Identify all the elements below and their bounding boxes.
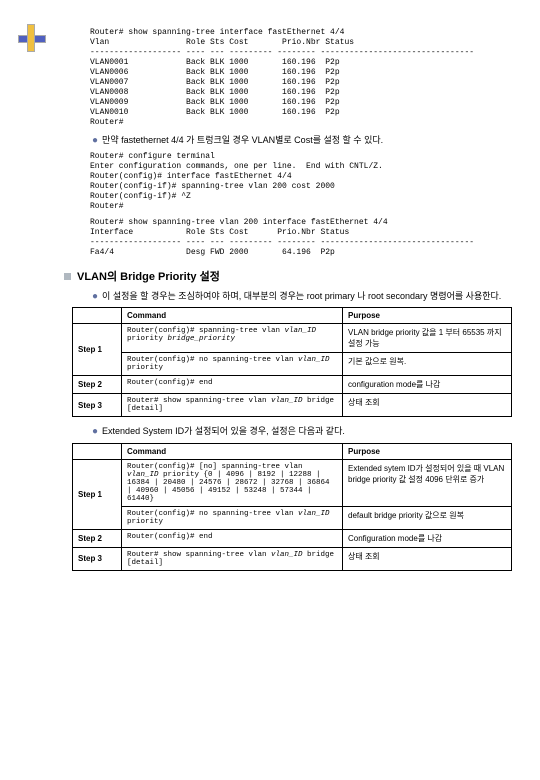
- col-purpose: Purpose: [343, 443, 512, 459]
- purpose-cell: default bridge priority 값으로 원복: [343, 506, 512, 529]
- square-icon: [64, 273, 71, 280]
- purpose-cell: Extended sytem ID가 설정되어 있을 때 VLAN bridge…: [343, 459, 512, 506]
- purpose-cell: Configuration mode를 나감: [343, 529, 512, 547]
- bullet-icon: ●: [92, 426, 98, 437]
- col-command: Command: [122, 308, 343, 324]
- table-row: Step 1 Router(config)# spanning-tree vla…: [73, 324, 512, 353]
- col-purpose: Purpose: [343, 308, 512, 324]
- command-table-1: Command Purpose Step 1 Router(config)# s…: [72, 307, 512, 417]
- step-cell: Step 2: [73, 529, 122, 547]
- command-table-2: Command Purpose Step 1 Router(config)# […: [72, 443, 512, 571]
- purpose-cell: configuration mode를 나감: [343, 376, 512, 394]
- bullet-icon: ●: [92, 291, 98, 302]
- table-row: Step 3 Router# show spanning-tree vlan v…: [73, 547, 512, 570]
- purpose-cell: 기본 값으로 원복.: [343, 353, 512, 376]
- cmd-cell: Router(config)# end: [122, 376, 343, 394]
- table-row: Step 3 Router# show spanning-tree vlan v…: [73, 394, 512, 417]
- code-block-2: Router# configure terminal Enter configu…: [90, 152, 510, 212]
- purpose-cell: 상태 조회: [343, 547, 512, 570]
- cmd-cell: Router(config)# spanning-tree vlan vlan_…: [122, 324, 343, 353]
- purpose-cell: 상태 조회: [343, 394, 512, 417]
- cmd-cell: Router(config)# [no] spanning-tree vlan …: [122, 459, 343, 506]
- purpose-cell: VLAN bridge priority 값을 1 부터 65535 까지 설정…: [343, 324, 512, 353]
- section-heading: VLAN의 Bridge Priority 설정: [64, 268, 510, 284]
- code-block-3: Router# show spanning-tree vlan 200 inte…: [90, 218, 510, 258]
- cmd-cell: Router(config)# no spanning-tree vlan vl…: [122, 506, 343, 529]
- cmd-cell: Router(config)# end: [122, 529, 343, 547]
- cmd-cell: Router(config)# no spanning-tree vlan vl…: [122, 353, 343, 376]
- cmd-cell: Router# show spanning-tree vlan vlan_ID …: [122, 547, 343, 570]
- step-cell: Step 3: [73, 394, 122, 417]
- step-cell: Step 1: [73, 459, 122, 529]
- col-step: [73, 443, 122, 459]
- col-command: Command: [122, 443, 343, 459]
- note-1: ●만약 fastethernet 4/4 가 트렁크일 경우 VLAN별로 Co…: [92, 134, 510, 148]
- table-row: Step 2 Router(config)# end Configuration…: [73, 529, 512, 547]
- table-row: Router(config)# no spanning-tree vlan vl…: [73, 353, 512, 376]
- note-2: ●이 설정을 할 경우는 조심하여야 하며, 대부분의 경우는 root pri…: [92, 290, 510, 304]
- bullet-icon: ●: [92, 135, 98, 146]
- table-header-row: Command Purpose: [73, 308, 512, 324]
- page-content: Router# show spanning-tree interface fas…: [0, 0, 540, 599]
- step-cell: Step 1: [73, 324, 122, 376]
- code-block-1: Router# show spanning-tree interface fas…: [90, 28, 510, 128]
- corner-decoration: [18, 28, 46, 56]
- cmd-cell: Router# show spanning-tree vlan vlan_ID …: [122, 394, 343, 417]
- note-3: ●Extended System ID가 설정되어 있을 경우, 설정은 다음과…: [92, 425, 510, 439]
- table-header-row: Command Purpose: [73, 443, 512, 459]
- table-row: Step 1 Router(config)# [no] spanning-tre…: [73, 459, 512, 506]
- table-row: Router(config)# no spanning-tree vlan vl…: [73, 506, 512, 529]
- step-cell: Step 3: [73, 547, 122, 570]
- table-row: Step 2 Router(config)# end configuration…: [73, 376, 512, 394]
- col-step: [73, 308, 122, 324]
- step-cell: Step 2: [73, 376, 122, 394]
